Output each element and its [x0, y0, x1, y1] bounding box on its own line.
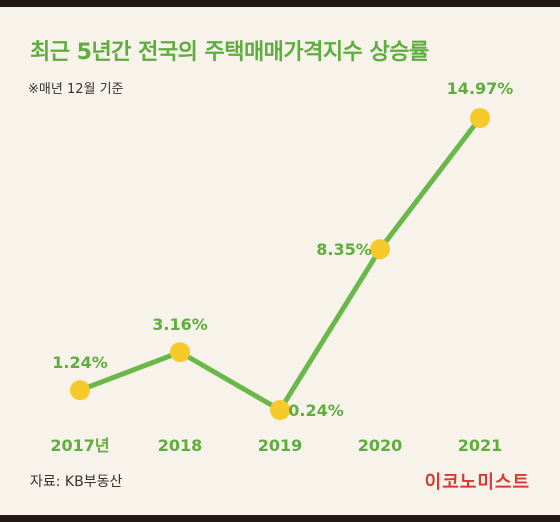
data-label: 0.24%	[288, 401, 344, 420]
chart-title: 최근 5년간 전국의 주택매매가격지수 상승률	[30, 40, 429, 65]
data-point-marker	[270, 400, 290, 420]
x-axis-tick-group: 2017년 2018 2019 2020 2021	[50, 436, 502, 455]
data-point-marker	[70, 380, 90, 401]
data-label: 8.35%	[316, 240, 372, 259]
data-point-marker	[470, 108, 490, 128]
data-label: 1.24%	[52, 353, 108, 372]
marker-group	[70, 108, 490, 420]
brand-logo: 이코노미스트	[424, 472, 530, 493]
top-bar	[0, 0, 560, 7]
data-point-marker	[370, 239, 390, 260]
x-axis-tick-label: 2019	[258, 436, 303, 455]
data-label: 3.16%	[152, 315, 208, 334]
series-line	[77, 115, 483, 413]
x-axis-tick-label: 2020	[358, 436, 403, 455]
x-axis-tick-label: 2017년	[50, 436, 109, 455]
chart-subtitle: ※매년 12월 기준	[28, 82, 124, 97]
x-axis-tick-label: 2021	[458, 436, 503, 455]
bottom-bar	[0, 515, 560, 522]
x-axis-tick-label: 2018	[158, 436, 203, 455]
source-note: 자료: KB부동산	[30, 474, 123, 490]
data-point-marker	[170, 342, 190, 363]
data-label: 14.97%	[447, 79, 514, 98]
data-label-group: 1.24% 3.16% 0.24% 8.35% 14.97%	[52, 79, 513, 420]
